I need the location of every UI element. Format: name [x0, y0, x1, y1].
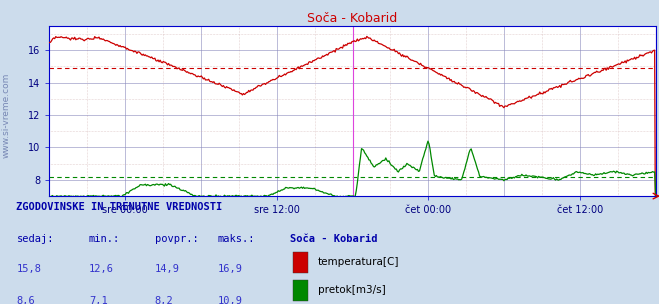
Text: 8,6: 8,6 — [16, 295, 35, 304]
Text: sedaj:: sedaj: — [16, 234, 54, 244]
Text: Soča - Kobarid: Soča - Kobarid — [290, 234, 378, 244]
Text: ZGODOVINSKE IN TRENUTNE VREDNOSTI: ZGODOVINSKE IN TRENUTNE VREDNOSTI — [16, 202, 223, 212]
Bar — [293, 280, 308, 301]
Text: 8,2: 8,2 — [155, 295, 173, 304]
Text: povpr.:: povpr.: — [155, 234, 198, 244]
Title: Soča - Kobarid: Soča - Kobarid — [308, 12, 397, 25]
Text: pretok[m3/s]: pretok[m3/s] — [318, 285, 386, 295]
Text: 12,6: 12,6 — [89, 264, 114, 274]
Text: min.:: min.: — [89, 234, 120, 244]
Text: 15,8: 15,8 — [16, 264, 42, 274]
Text: 16,9: 16,9 — [217, 264, 243, 274]
Text: 14,9: 14,9 — [155, 264, 180, 274]
Text: temperatura[C]: temperatura[C] — [318, 257, 399, 267]
Text: www.si-vreme.com: www.si-vreme.com — [2, 73, 11, 158]
Text: 7,1: 7,1 — [89, 295, 107, 304]
Bar — [293, 252, 308, 272]
Text: maks.:: maks.: — [217, 234, 255, 244]
Text: 10,9: 10,9 — [217, 295, 243, 304]
